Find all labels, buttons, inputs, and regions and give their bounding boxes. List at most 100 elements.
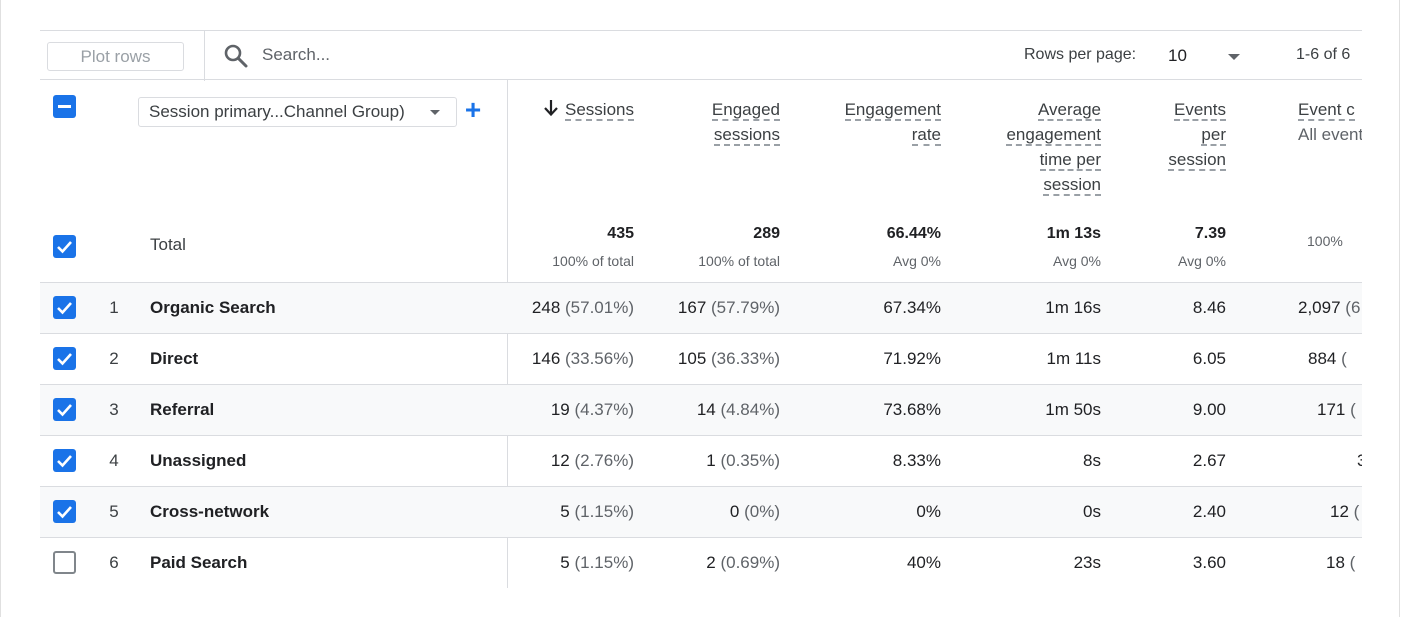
column-header-event-count[interactable]: Event c All event — [1298, 97, 1362, 147]
plot-rows-button[interactable]: Plot rows — [47, 42, 184, 71]
cell-sessions: 12 (2.76%) — [494, 451, 634, 471]
total-subtitle: 100% of total — [698, 253, 780, 269]
total-engagement-rate: 66.44% Avg 0% — [820, 224, 941, 271]
total-label: Total — [150, 235, 186, 254]
table-row[interactable]: 5 Cross-network 5 (1.15%) 0 (0%) 0% 0s 2.40 12 … — [40, 486, 1362, 537]
cell-events-per-session: 2.40 — [1126, 502, 1226, 522]
total-value: 66.44% — [886, 225, 941, 242]
cell-engagement-rate: 67.34% — [820, 298, 941, 318]
cell-value: 14 — [696, 400, 716, 419]
column-header-average-engagement-time[interactable]: Average engagement time per session — [961, 97, 1101, 197]
search-icon[interactable] — [223, 43, 249, 69]
row-checkbox[interactable] — [53, 449, 76, 472]
cell-percentage: (1.15%) — [574, 553, 634, 572]
select-all-checkbox[interactable] — [53, 95, 76, 118]
add-dimension-button[interactable]: + — [461, 96, 485, 125]
row-checkbox[interactable] — [53, 500, 76, 523]
cell-engaged-sessions: 14 (4.84%) — [640, 400, 780, 420]
cell-engaged-sessions: 2 (0.69%) — [640, 553, 780, 573]
cell-engaged-sessions: 0 (0%) — [640, 502, 780, 522]
row-checkbox[interactable] — [53, 347, 76, 370]
search-input[interactable]: Search... — [262, 45, 331, 64]
cell-event-count: 3 — [1357, 451, 1362, 471]
table-row[interactable]: 4 Unassigned 12 (2.76%) 1 (0.35%) 8.33% 8s 2.6… — [40, 435, 1362, 486]
cell-events-per-session: 3.60 — [1126, 553, 1226, 573]
row-checkbox[interactable] — [53, 551, 76, 574]
cell-value: 1m 16s — [1045, 298, 1101, 317]
chevron-down-icon — [430, 110, 440, 115]
cell-value: 40% — [906, 553, 941, 572]
cell-sessions: 5 (1.15%) — [494, 502, 634, 522]
column-header-label: per — [1201, 125, 1226, 146]
total-events-per-session: 7.39 Avg 0% — [1126, 224, 1226, 271]
total-sessions: 435 100% of total — [514, 224, 634, 271]
column-header-engagement-rate[interactable]: Engagement rate — [800, 97, 941, 147]
cell-value: 6.05 — [1192, 349, 1226, 368]
cell-engaged-sessions: 167 (57.79%) — [640, 298, 780, 318]
cell-value: 5 — [560, 553, 570, 572]
cell-engagement-rate: 73.68% — [820, 400, 941, 420]
cell-value: 105 — [677, 349, 707, 368]
total-value: 289 — [753, 225, 780, 242]
cell-value: 8s — [1083, 451, 1101, 470]
cell-value: 19 — [550, 400, 570, 419]
cell-value: 12 — [550, 451, 570, 470]
cell-value: 171 — [1317, 400, 1346, 419]
row-index: 3 — [109, 400, 119, 419]
cell-sessions: 19 (4.37%) — [494, 400, 634, 420]
row-index: 1 — [109, 298, 119, 317]
cell-engaged-sessions: 105 (36.33%) — [640, 349, 780, 369]
cell-average-engagement-time: 1m 50s — [981, 400, 1101, 420]
cell-value: 3.60 — [1192, 553, 1226, 572]
column-header-engaged-sessions[interactable]: Engaged sessions — [660, 97, 780, 147]
cell-percentage: (57.01%) — [565, 298, 634, 317]
row-channel-name: Unassigned — [150, 451, 247, 470]
row-channel-name: Paid Search — [150, 553, 248, 572]
column-header-sessions[interactable]: Sessions — [534, 97, 634, 122]
cell-engagement-rate: 0% — [820, 502, 941, 522]
row-checkbox[interactable] — [53, 296, 76, 319]
cell-percentage: ( — [1341, 349, 1347, 368]
table-row[interactable]: 6 Paid Search 5 (1.15%) 2 (0.69%) 40% 23s 3.60… — [40, 537, 1362, 588]
cell-value: 67.34% — [883, 298, 941, 317]
cell-value: 0s — [1083, 502, 1101, 521]
pagination-range: 1-6 of 6 — [1296, 46, 1351, 63]
column-header-label: rate — [911, 125, 941, 146]
table-row[interactable]: 1 Organic Search 248 (57.01%) 167 (57.79%) 6… — [40, 282, 1362, 333]
chevron-down-icon[interactable] — [1228, 54, 1240, 60]
cell-sessions: 5 (1.15%) — [494, 553, 634, 573]
row-checkbox[interactable] — [53, 398, 76, 421]
total-event-count: 100% — [1290, 224, 1362, 251]
cell-value: 167 — [677, 298, 707, 317]
total-value: 435 — [607, 225, 634, 242]
cell-value: 18 — [1326, 553, 1345, 572]
cell-value: 71.92% — [883, 349, 941, 368]
column-header-label: Event c — [1298, 100, 1355, 121]
cell-average-engagement-time: 23s — [981, 553, 1101, 573]
dimension-selector[interactable]: Session primary...Channel Group) — [138, 97, 457, 127]
total-average-engagement-time: 1m 13s Avg 0% — [981, 224, 1101, 271]
total-value: 1m 13s — [1046, 225, 1101, 242]
cell-value: 8.46 — [1192, 298, 1226, 317]
total-checkbox[interactable] — [53, 235, 76, 258]
row-channel-name: Referral — [150, 400, 215, 419]
dimension-label: Session primary...Channel Group) — [149, 102, 405, 121]
rows-per-page-label: Rows per page: — [1024, 46, 1137, 63]
column-header-events-per-session[interactable]: Events per session — [1126, 97, 1226, 172]
cell-percentage: ( — [1349, 553, 1356, 572]
cell-event-count: 884 ( — [1308, 349, 1347, 369]
rows-per-page-select[interactable]: 10 — [1168, 46, 1187, 65]
cell-percentage: ( — [1350, 400, 1356, 419]
arrow-down-icon[interactable] — [543, 99, 559, 117]
cell-percentage: (1.15%) — [574, 502, 634, 521]
row-index: 6 — [109, 553, 119, 572]
row-index: 5 — [109, 502, 119, 521]
cell-sessions: 248 (57.01%) — [494, 298, 634, 318]
table-row[interactable]: 3 Referral 19 (4.37%) 14 (4.84%) 73.68% 1m 50… — [40, 384, 1362, 435]
cell-value: 2.67 — [1192, 451, 1226, 470]
table-row[interactable]: 2 Direct 146 (33.56%) 105 (36.33%) 71.92% 1m … — [40, 333, 1362, 384]
total-value: 7.39 — [1194, 225, 1226, 242]
cell-events-per-session: 8.46 — [1126, 298, 1226, 318]
row-channel-name: Cross-network — [150, 502, 270, 521]
